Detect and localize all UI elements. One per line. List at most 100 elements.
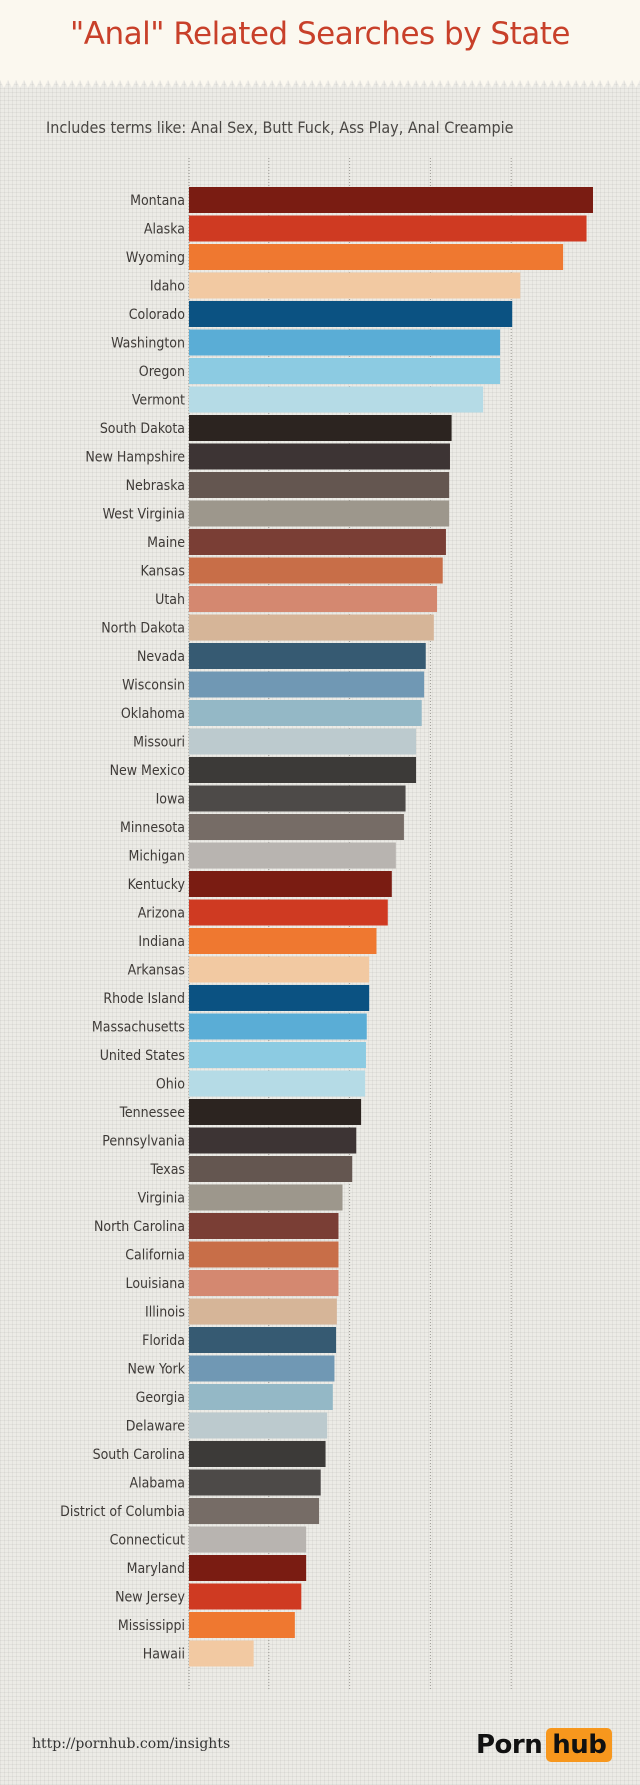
category-label: Connecticut bbox=[110, 1533, 185, 1549]
category-label: Georgia bbox=[136, 1390, 185, 1406]
bar-rhode-island bbox=[189, 985, 370, 1011]
category-label: Utah bbox=[155, 592, 185, 608]
category-label: Illinois bbox=[145, 1305, 185, 1321]
logo-text-left: Porn bbox=[476, 1730, 543, 1760]
category-label: Louisiana bbox=[126, 1276, 185, 1292]
chart-title: "Anal" Related Searches by State bbox=[70, 16, 570, 52]
bar-wyoming bbox=[189, 244, 564, 270]
category-label: Hawaii bbox=[143, 1647, 185, 1663]
category-label: Michigan bbox=[129, 849, 185, 865]
category-label: Virginia bbox=[138, 1191, 185, 1207]
category-label: Mississippi bbox=[118, 1618, 185, 1634]
category-label: California bbox=[125, 1248, 185, 1264]
bar-utah bbox=[189, 586, 438, 612]
category-label: Alaska bbox=[144, 222, 185, 238]
bar-missouri bbox=[189, 728, 417, 755]
bar-new-mexico bbox=[189, 757, 417, 783]
bar-connecticut bbox=[189, 1526, 307, 1553]
bar-louisiana bbox=[189, 1270, 339, 1296]
bar-pennsylvania bbox=[189, 1127, 357, 1154]
category-label: New Jersey bbox=[115, 1590, 185, 1606]
category-label: Minnesota bbox=[120, 820, 185, 836]
bar-mississippi bbox=[189, 1612, 295, 1638]
category-label: Colorado bbox=[129, 307, 186, 323]
bar-maryland bbox=[189, 1555, 307, 1581]
bar-ohio bbox=[189, 1070, 366, 1097]
category-label: Pennsylvania bbox=[102, 1134, 185, 1150]
category-label: West Virginia bbox=[103, 507, 185, 523]
bar-district-of-columbia bbox=[189, 1498, 320, 1524]
category-label: Arkansas bbox=[128, 963, 185, 979]
category-label: Oregon bbox=[139, 364, 185, 380]
bar-new-jersey bbox=[189, 1583, 302, 1610]
bar-illinois bbox=[189, 1298, 337, 1325]
bar-florida bbox=[189, 1327, 337, 1353]
category-label: Nevada bbox=[137, 649, 185, 665]
pornhub-logo: Porn hub bbox=[476, 1726, 613, 1764]
bar-delaware bbox=[189, 1412, 328, 1439]
bar-maine bbox=[189, 529, 446, 555]
bar-idaho bbox=[189, 272, 521, 299]
bar-oklahoma bbox=[189, 700, 422, 726]
category-label: New Hampshire bbox=[85, 450, 185, 466]
category-label: Missouri bbox=[133, 735, 185, 751]
bar-nebraska bbox=[189, 472, 450, 498]
category-label: Maine bbox=[147, 535, 185, 551]
bar-iowa bbox=[189, 785, 406, 812]
category-label: Arizona bbox=[138, 906, 185, 922]
bar-vermont bbox=[189, 386, 484, 413]
bar-wisconsin bbox=[189, 671, 425, 698]
category-label: Wyoming bbox=[126, 250, 185, 266]
category-label: Kansas bbox=[140, 564, 185, 580]
bar-minnesota bbox=[189, 814, 404, 840]
bar-arkansas bbox=[189, 956, 370, 983]
category-label: Florida bbox=[142, 1333, 185, 1349]
bar-hawaii bbox=[189, 1640, 254, 1667]
category-label: Indiana bbox=[138, 934, 185, 950]
category-label: Massachusetts bbox=[92, 1020, 185, 1036]
category-label: Tennessee bbox=[119, 1105, 186, 1121]
bar-indiana bbox=[189, 928, 377, 954]
category-label: South Carolina bbox=[93, 1447, 185, 1463]
bar-colorado bbox=[189, 301, 513, 327]
bar-arizona bbox=[189, 899, 388, 926]
bar-north-dakota bbox=[189, 614, 434, 641]
header-banner bbox=[0, 0, 640, 80]
category-label: Vermont bbox=[132, 393, 185, 409]
bar-montana bbox=[189, 187, 593, 213]
bar-south-dakota bbox=[189, 415, 452, 441]
category-label: Wisconsin bbox=[122, 678, 185, 694]
bar-new-york bbox=[189, 1355, 335, 1382]
category-label: Nebraska bbox=[126, 478, 185, 494]
bar-alabama bbox=[189, 1469, 321, 1496]
category-label: Delaware bbox=[126, 1419, 186, 1435]
category-label: South Dakota bbox=[100, 421, 185, 437]
category-label: Rhode Island bbox=[103, 991, 185, 1007]
bar-kentucky bbox=[189, 871, 392, 897]
bar-nevada bbox=[189, 643, 426, 669]
category-label: United States bbox=[100, 1048, 185, 1064]
footer-url[interactable]: http://pornhub.com/insights bbox=[32, 1736, 231, 1752]
bar-massachusetts bbox=[189, 1013, 367, 1040]
category-label: New York bbox=[128, 1362, 186, 1378]
bar-california bbox=[189, 1241, 339, 1268]
category-label: Texas bbox=[149, 1162, 185, 1178]
bar-tennessee bbox=[189, 1099, 362, 1125]
bar-west-virginia bbox=[189, 500, 450, 527]
category-label: Maryland bbox=[127, 1561, 185, 1577]
logo-text-right: hub bbox=[546, 1728, 613, 1762]
category-label: Washington bbox=[111, 336, 185, 352]
bar-new-hampshire bbox=[189, 443, 450, 470]
category-label: North Carolina bbox=[94, 1219, 185, 1235]
chart-subtitle: Includes terms like: Anal Sex, Butt Fuck… bbox=[46, 118, 514, 137]
bar-united-states bbox=[189, 1042, 366, 1068]
bar-virginia bbox=[189, 1184, 343, 1211]
category-label: Oklahoma bbox=[121, 706, 185, 722]
category-label: Idaho bbox=[150, 279, 185, 295]
category-label: Alabama bbox=[129, 1476, 185, 1492]
bar-oregon bbox=[189, 358, 501, 384]
bar-alaska bbox=[189, 215, 587, 242]
category-label: Montana bbox=[130, 193, 185, 209]
category-label: Kentucky bbox=[128, 877, 186, 893]
bar-texas bbox=[189, 1156, 353, 1182]
